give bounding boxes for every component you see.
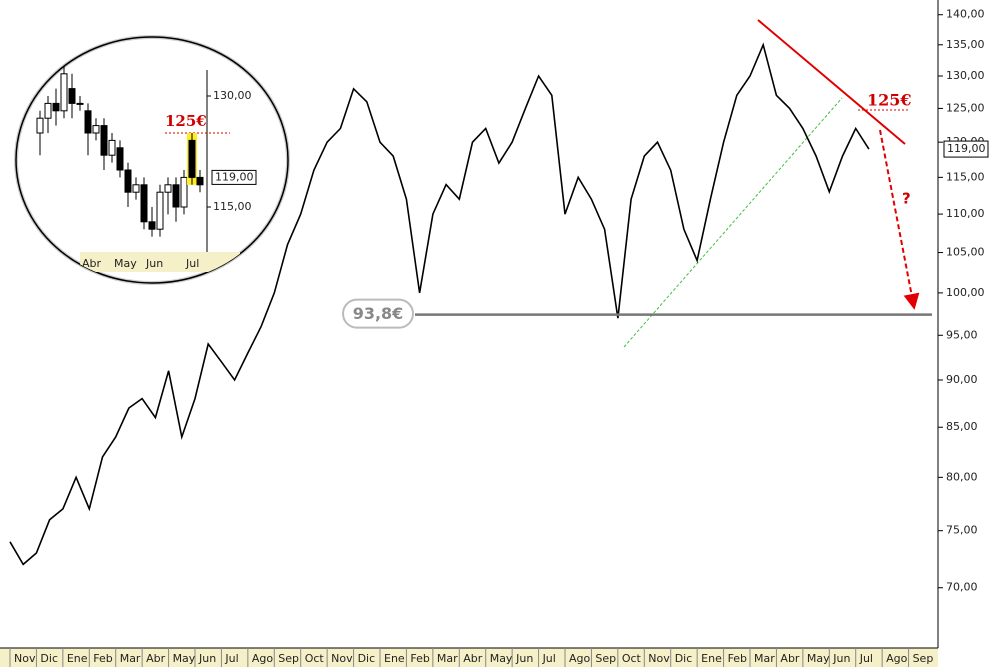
x-tick-label: Jul xyxy=(542,652,556,665)
candle-body xyxy=(156,191,164,230)
x-tick-label: Ene xyxy=(384,652,405,665)
x-tick-label: Jun xyxy=(832,652,850,665)
inset-level-label: 125€ xyxy=(165,112,207,130)
y-tick-label: 80,00 xyxy=(946,470,978,483)
inset-plot: 130,00 115,00 125€ Abr May Jun Jul 119,00 xyxy=(36,66,257,270)
x-tick-label: Dic xyxy=(675,652,693,665)
candle-body xyxy=(172,184,180,208)
x-tick-label: May xyxy=(490,652,513,665)
candle-body xyxy=(76,102,84,105)
inset-y-tick-label: 130,00 xyxy=(213,89,252,102)
candle-body xyxy=(124,169,132,193)
x-tick-label: Abr xyxy=(463,652,483,665)
x-tick-label: Sep xyxy=(913,652,934,665)
support-label: 93,8€ xyxy=(353,304,404,323)
inset-x-tick-label: Jul xyxy=(185,257,199,270)
candle-body xyxy=(84,110,92,134)
x-tick-label: Jul xyxy=(859,652,873,665)
inset-price-tag-label: 119,00 xyxy=(215,170,254,183)
x-tick-label: Jun xyxy=(515,652,533,665)
y-tick-label: 110,00 xyxy=(946,207,985,220)
x-tick-label: Nov xyxy=(331,652,353,665)
x-tick-label: Dic xyxy=(358,652,376,665)
x-tick-label: Oct xyxy=(305,652,325,665)
x-tick-label: Ago xyxy=(252,652,274,665)
candle-body xyxy=(188,139,196,178)
x-tick-label: Sep xyxy=(278,652,299,665)
x-tick-label: Nov xyxy=(14,652,36,665)
candle-body xyxy=(164,184,172,193)
candle-body xyxy=(52,102,60,112)
x-tick-label: Jul xyxy=(224,652,238,665)
x-tick-label: Feb xyxy=(410,652,429,665)
y-tick-label: 90,00 xyxy=(946,373,978,386)
x-tick-label: Mar xyxy=(754,652,775,665)
x-tick-label: Mar xyxy=(120,652,141,665)
candle-body xyxy=(36,117,44,134)
x-tick-label: Jun xyxy=(198,652,216,665)
x-tick-label: Mar xyxy=(437,652,458,665)
y-tick-label: 85,00 xyxy=(946,420,978,433)
candle-body xyxy=(68,88,76,104)
candle-body xyxy=(44,102,52,119)
annotation: ? xyxy=(902,190,911,208)
price-tag xyxy=(943,140,989,158)
x-tick-label: Abr xyxy=(780,652,800,665)
candle-body xyxy=(100,125,108,156)
candle-body xyxy=(116,147,124,171)
candle-body xyxy=(140,184,148,223)
inset-chart: 130,00 115,00 125€ Abr May Jun Jul 119,00 xyxy=(14,35,290,285)
x-tick-label: Ago xyxy=(569,652,591,665)
y-tick-label: 70,00 xyxy=(946,581,978,594)
x-tick-label: Abr xyxy=(146,652,166,665)
inset-x-tick-label: Jun xyxy=(145,257,163,270)
trend-line xyxy=(623,97,843,348)
inset-price-tag xyxy=(211,169,257,185)
candle-body xyxy=(132,184,140,193)
y-tick-label: 75,00 xyxy=(946,524,978,537)
candle-body xyxy=(92,125,100,134)
x-axis-band xyxy=(0,648,938,667)
inset-y-tick-label: 115,00 xyxy=(213,200,252,213)
x-tick-label: Sep xyxy=(595,652,616,665)
candle-body xyxy=(196,176,204,186)
x-tick-label: Ene xyxy=(67,652,88,665)
y-tick-label: 125,00 xyxy=(946,101,985,114)
y-tick-label: 135,00 xyxy=(946,38,985,51)
projection-arrow xyxy=(879,129,920,310)
price-line xyxy=(9,42,870,566)
y-tick-label: 115,00 xyxy=(946,170,985,183)
candle-body xyxy=(180,176,188,208)
annotation: 125€ xyxy=(867,91,912,110)
resistance-line xyxy=(757,19,906,145)
price-tag-label: 119,00 xyxy=(947,142,986,155)
inset-x-tick-label: Abr xyxy=(82,257,102,270)
y-tick-label: 95,00 xyxy=(946,328,978,341)
x-tick-label: Ago xyxy=(886,652,908,665)
y-tick-label: 130,00 xyxy=(946,69,985,82)
x-tick-label: May xyxy=(173,652,196,665)
y-tick-label: 100,00 xyxy=(946,286,985,299)
candle-body xyxy=(60,73,68,112)
y-tick-label: 105,00 xyxy=(946,246,985,259)
candle-body xyxy=(108,139,116,156)
x-tick-label: Nov xyxy=(648,652,670,665)
x-tick-label: Dic xyxy=(40,652,58,665)
x-tick-label: May xyxy=(807,652,830,665)
x-tick-label: Ene xyxy=(701,652,722,665)
x-tick-label: Feb xyxy=(728,652,747,665)
x-tick-label: Oct xyxy=(622,652,642,665)
support-badge xyxy=(342,298,414,329)
y-tick-label: 140,00 xyxy=(946,8,985,21)
candle-body xyxy=(148,221,156,230)
inset-x-tick-label: May xyxy=(114,257,137,270)
main-plot: 70,00 75,00 80,00 85,00 90,00 95,00 100,00 105,… xyxy=(9,8,989,667)
x-tick-label: Feb xyxy=(93,652,112,665)
